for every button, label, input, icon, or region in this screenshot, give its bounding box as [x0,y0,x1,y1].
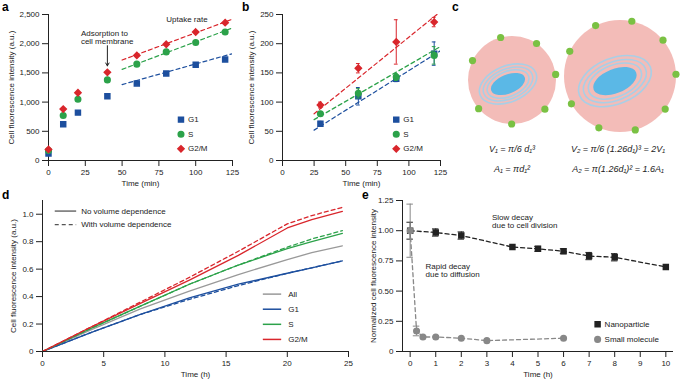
svg-text:Nanoparticle: Nanoparticle [605,320,650,329]
svg-text:100: 100 [402,168,416,177]
svg-text:0: 0 [35,156,40,165]
svg-text:75: 75 [154,168,163,177]
svg-text:Time (min): Time (min) [122,179,160,188]
svg-text:G2/M: G2/M [403,144,423,153]
svg-text:50: 50 [265,127,274,136]
svg-text:25: 25 [81,168,90,177]
svg-text:0.75: 0.75 [378,256,394,265]
svg-text:6: 6 [561,359,566,368]
svg-text:G1: G1 [188,115,199,124]
svg-text:2: 2 [459,359,464,368]
svg-text:75: 75 [373,168,382,177]
svg-text:4: 4 [510,359,515,368]
svg-text:10: 10 [661,359,670,368]
svg-text:0.25: 0.25 [378,317,394,326]
svg-text:V₂ = π/6 (1.26d₁)³ = 2V₁: V₂ = π/6 (1.26d₁)³ = 2V₁ [571,144,665,154]
svg-text:7: 7 [587,359,592,368]
svg-text:10: 10 [160,359,169,368]
svg-text:Time (min): Time (min) [343,179,381,188]
svg-text:9: 9 [638,359,643,368]
svg-text:200: 200 [260,39,274,48]
svg-text:G1: G1 [403,115,414,124]
svg-text:Normalized cell fluorescence i: Normalized cell fluorescence intensity [369,209,378,343]
svg-text:Slow decaydue to cell division: Slow decaydue to cell division [492,213,557,230]
svg-text:0: 0 [40,359,45,368]
html-text:d: d [2,188,10,202]
svg-text:G1: G1 [288,305,299,314]
svg-text:With volume dependence: With volume dependence [81,220,172,229]
svg-text:A₂ = π(1.26d₁)² = 1.6A₁: A₂ = π(1.26d₁)² = 1.6A₁ [571,164,664,174]
svg-text:1.25: 1.25 [378,196,394,205]
svg-text:0.2: 0.2 [22,320,34,329]
svg-text:Uptake rate: Uptake rate [166,15,208,24]
svg-text:Cell fluorescence intensity (a: Cell fluorescence intensity (a.u.) [7,30,16,144]
svg-text:25: 25 [344,359,353,368]
svg-text:250: 250 [260,10,274,19]
svg-text:150: 150 [260,68,274,77]
svg-text:1: 1 [434,359,439,368]
svg-text:0: 0 [29,347,34,356]
svg-text:0.6: 0.6 [22,265,34,274]
svg-text:S: S [288,320,293,329]
svg-text:0: 0 [46,168,51,177]
svg-text:0.50: 0.50 [378,287,394,296]
svg-text:2,500: 2,500 [19,10,40,19]
svg-text:0: 0 [269,156,274,165]
html-text:e: e [362,188,369,202]
svg-text:0.8: 0.8 [22,237,34,246]
svg-text:100: 100 [189,168,203,177]
svg-text:5: 5 [101,359,106,368]
svg-text:A₁ = πd₁²: A₁ = πd₁² [493,164,531,174]
svg-text:2,000: 2,000 [19,39,40,48]
svg-text:0: 0 [280,168,285,177]
svg-text:No volume dependence: No volume dependence [81,207,166,216]
svg-text:50: 50 [341,168,350,177]
svg-text:Cell fluorescence intensity (a: Cell fluorescence intensity (a.u.) [247,30,256,144]
svg-text:5: 5 [536,359,541,368]
svg-text:15: 15 [222,359,231,368]
svg-text:G2/M: G2/M [188,144,208,153]
html-text:c: c [452,0,459,14]
svg-text:Time (h): Time (h) [523,370,553,379]
svg-text:0.4: 0.4 [22,292,34,301]
svg-text:500: 500 [26,127,40,136]
svg-text:0: 0 [408,359,413,368]
svg-text:8: 8 [612,359,617,368]
svg-text:3: 3 [485,359,490,368]
svg-text:S: S [403,130,408,139]
svg-text:S: S [188,130,193,139]
html-text:b: b [242,0,250,14]
svg-text:20: 20 [283,359,292,368]
svg-text:1,500: 1,500 [19,68,40,77]
svg-text:G2/M: G2/M [288,335,308,344]
svg-text:1.00: 1.00 [378,226,394,235]
svg-text:Adsorption tocell membrane: Adsorption tocell membrane [81,29,134,46]
svg-text:All: All [288,290,297,299]
svg-text:125: 125 [226,168,240,177]
html-text:a: a [2,0,9,14]
svg-text:Time (h): Time (h) [181,370,211,379]
svg-text:0: 0 [389,347,394,356]
svg-text:Rapid decaydue to diffusion: Rapid decaydue to diffusion [426,262,480,279]
svg-text:Small molecule: Small molecule [605,335,660,344]
svg-text:Cell fluorescence intensity (a: Cell fluorescence intensity (a.u.) [9,219,18,333]
svg-text:50: 50 [118,168,127,177]
svg-text:100: 100 [260,98,274,107]
svg-text:25: 25 [310,168,319,177]
svg-text:125: 125 [434,168,448,177]
svg-text:V₁ = π/6 d₁³: V₁ = π/6 d₁³ [489,144,536,154]
svg-text:1.0: 1.0 [22,210,34,219]
svg-text:1,000: 1,000 [19,98,40,107]
